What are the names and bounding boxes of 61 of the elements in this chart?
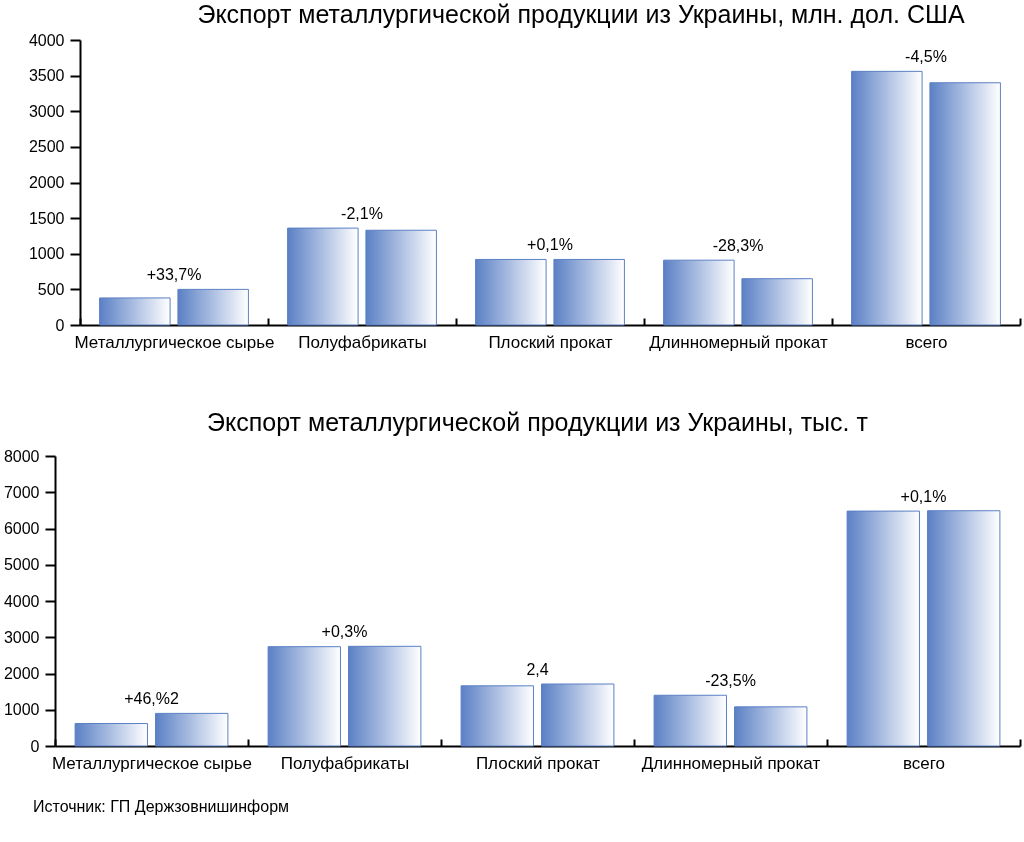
annotation: +33,7% bbox=[146, 266, 202, 284]
bar bbox=[267, 646, 341, 747]
bar bbox=[553, 258, 625, 326]
chart-title: Экспорт металлургической продукции из Украины, тыс. т bbox=[207, 408, 869, 436]
annotation: +46,%2 bbox=[124, 690, 179, 708]
y-tick-label: 1500 bbox=[28, 209, 65, 227]
x-tick-label: всего bbox=[905, 332, 948, 352]
y-tick-label: 3500 bbox=[28, 67, 65, 85]
bar bbox=[155, 712, 229, 747]
annotation: 2,4 bbox=[526, 661, 549, 679]
annotation: -2,1% bbox=[341, 205, 383, 223]
annotation: +0,1% bbox=[527, 236, 573, 254]
x-tick-label: Металлургическое сырье bbox=[74, 332, 275, 352]
y-tick-label: 0 bbox=[30, 737, 40, 755]
bar bbox=[475, 258, 547, 326]
y-tick-label: 2000 bbox=[28, 174, 65, 191]
y-tick-label: 3000 bbox=[28, 102, 65, 120]
bar bbox=[99, 297, 171, 326]
bar bbox=[741, 278, 813, 326]
bar bbox=[460, 685, 534, 747]
x-tick-label: Длинномерный прокат bbox=[641, 753, 821, 773]
y-tick-label: 1000 bbox=[3, 701, 40, 719]
x-tick-label: всего bbox=[902, 753, 946, 773]
bar bbox=[929, 82, 1001, 326]
y-tick-label: 5000 bbox=[3, 556, 40, 574]
x-tick-label: Плоский прокат bbox=[488, 332, 613, 352]
y-tick-label: 8000 bbox=[3, 447, 40, 465]
y-tick-label: 0 bbox=[55, 316, 65, 334]
y-tick-label: 4000 bbox=[3, 592, 40, 610]
y-tick-label: 500 bbox=[37, 280, 65, 298]
bar bbox=[846, 510, 920, 747]
bar bbox=[365, 229, 437, 326]
annotation: -28,3% bbox=[712, 237, 764, 255]
bar bbox=[653, 694, 727, 747]
bar bbox=[927, 510, 1001, 747]
bar bbox=[348, 645, 422, 747]
bar bbox=[851, 70, 923, 326]
y-tick-label: 4000 bbox=[28, 31, 65, 49]
bar bbox=[74, 723, 148, 747]
y-tick-label: 2000 bbox=[3, 665, 40, 682]
bar bbox=[177, 288, 249, 326]
bar bbox=[287, 227, 359, 326]
annotation: +0,1% bbox=[900, 487, 947, 505]
x-tick-label: Длинномерный прокат bbox=[649, 332, 828, 352]
y-tick-label: 3000 bbox=[3, 628, 40, 646]
text: Источник: ГП Держзовнишинформ bbox=[33, 798, 290, 816]
y-tick-label: 1000 bbox=[28, 245, 65, 263]
bar bbox=[663, 259, 735, 326]
bar bbox=[541, 683, 615, 747]
annotation: -23,5% bbox=[705, 672, 756, 690]
x-tick-label: Плоский прокат bbox=[475, 753, 601, 773]
y-tick-label: 2500 bbox=[28, 138, 65, 156]
y-tick-label: 7000 bbox=[3, 483, 40, 501]
annotation: +0,3% bbox=[321, 623, 368, 641]
bar bbox=[734, 706, 808, 747]
x-tick-label: Полуфабрикаты bbox=[280, 753, 410, 773]
annotation: -4,5% bbox=[905, 48, 947, 66]
chart-title: Экспорт металлургической продукции из Украины, млн. дол. США bbox=[197, 0, 965, 28]
x-tick-label: Металлургическое сырье bbox=[51, 753, 253, 773]
y-tick-label: 6000 bbox=[3, 520, 40, 537]
x-tick-label: Полуфабрикаты bbox=[298, 332, 427, 352]
